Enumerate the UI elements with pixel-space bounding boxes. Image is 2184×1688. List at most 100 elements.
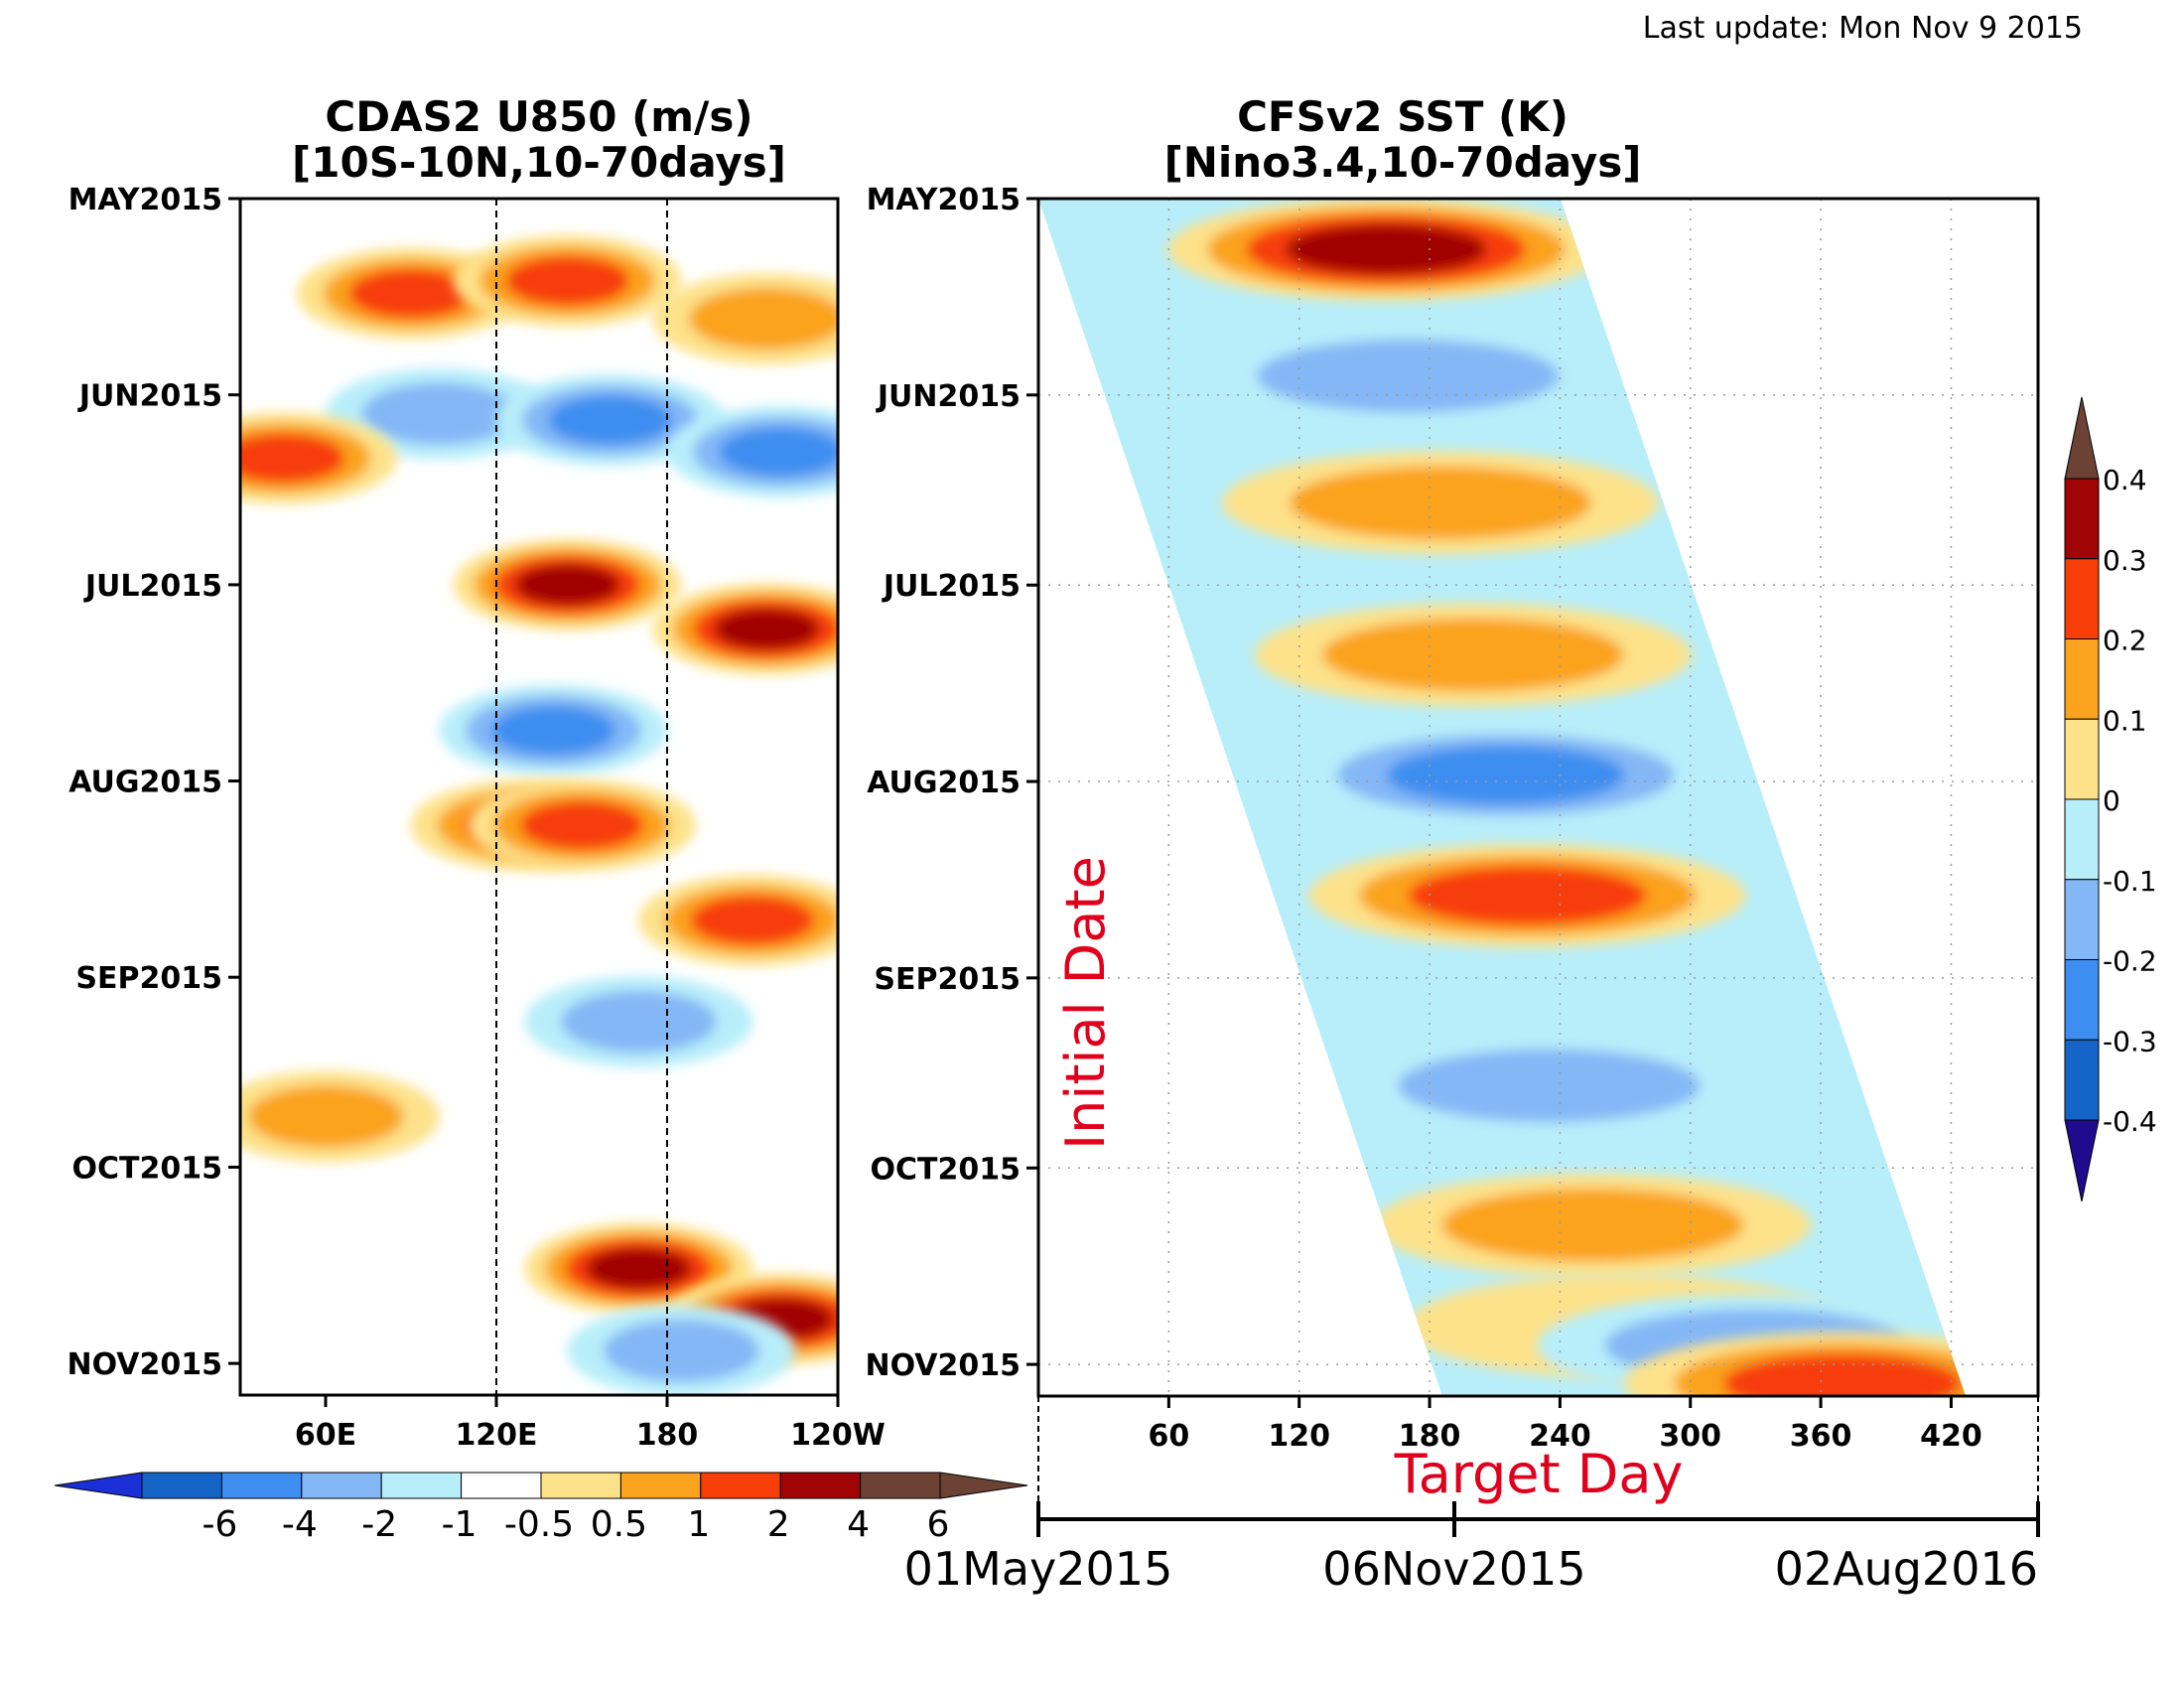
right-colorbar-label-3: 0.1 [2103, 704, 2147, 737]
left-colorbar-box-4 [461, 1472, 542, 1499]
left-subtitle: [10S-10N,10-70days] [292, 138, 786, 187]
left-colorbar-box-5 [540, 1472, 621, 1499]
left-ytick-label-6: NOV2015 [67, 1347, 222, 1382]
sst-anomaly-7 [1374, 1173, 1812, 1277]
left-y-axis: MAY2015 JUN2015 JUL2015 AUG2015 SEP2015 OCT20… [67, 183, 240, 1382]
left-colorbar-label-2: -2 [361, 1504, 397, 1545]
right-xtick-label-0: 60 [1148, 1419, 1189, 1454]
sst-anomaly-10-level-2 [1722, 1353, 1962, 1396]
target-day-label: Target Day [1394, 1443, 1684, 1505]
u850-anomaly-15-level-3 [586, 1247, 692, 1290]
left-xtick-label-0: 60E [295, 1418, 356, 1453]
right-ytick-label-3: AUG2015 [867, 766, 1021, 800]
u850-anomaly-8 [652, 583, 838, 675]
initial-date-label: Initial Date [1054, 856, 1117, 1150]
right-colorbar-label-1: 0.3 [2103, 544, 2147, 577]
right-colorbar-label-2: 0.2 [2103, 625, 2147, 657]
right-ytick-label-6: NOV2015 [865, 1348, 1021, 1383]
u850-anomaly-6-level-2 [240, 433, 345, 484]
left-ytick-label-2: JUL2015 [83, 569, 222, 604]
left-ytick-label-3: AUG2015 [68, 766, 222, 800]
u850-anomaly-12-level-2 [690, 895, 815, 945]
left-colorbar-box-1 [220, 1472, 303, 1499]
right-colorbar-box-1 [2064, 558, 2100, 639]
right-xtick-label-6: 420 [1920, 1419, 1982, 1454]
u850-anomaly-13-level-1 [560, 990, 717, 1054]
right-colorbar: 0.4 0.3 0.2 0.1 0 -0.1 -0.2 -0.3 -0.4 [2064, 396, 2157, 1202]
left-colorbar: -6 -4 -2 -1 -0.5 0.5 1 2 4 6 [54, 1472, 1028, 1545]
left-colorbar-box-2 [301, 1472, 382, 1499]
right-colorbar-box-6 [2064, 959, 2100, 1041]
last-update: Last update: Mon Nov 9 2015 [1643, 11, 2083, 46]
u850-anomaly-9 [439, 684, 668, 776]
right-colorbar-max-arrow [2064, 396, 2100, 480]
left-colorbar-box-8 [779, 1472, 862, 1499]
sst-anomaly-6 [1330, 1034, 1768, 1138]
right-ytick-label-5: OCT2015 [871, 1152, 1021, 1187]
left-colorbar-label-3: -1 [442, 1504, 478, 1545]
u850-anomaly-17-level-1 [603, 1319, 759, 1382]
sst-anomaly-6-level-1 [1398, 1049, 1701, 1123]
left-colorbar-label-5: 0.5 [591, 1504, 647, 1545]
right-colorbar-min-arrow [2064, 1119, 2100, 1202]
left-title: CDAS2 U850 (m/s) [325, 92, 752, 141]
sst-anomaly-1 [1189, 324, 1627, 428]
u850-anomaly-2-level-1 [688, 287, 838, 351]
right-xtick-label-5: 360 [1790, 1419, 1852, 1454]
right-panel: CFSv2 SST (K) [Nino3.4,10-70days] MAY201… [865, 92, 2156, 1596]
right-gridlines [1038, 198, 2038, 1396]
u850-anomaly-13 [524, 975, 753, 1067]
left-colorbar-label-0: -6 [202, 1504, 237, 1545]
right-colorbar-box-3 [2064, 718, 2100, 800]
u850-anomaly-17 [567, 1305, 796, 1395]
left-ytick-label-0: MAY2015 [68, 183, 222, 217]
u850-anomaly-5-level-2 [719, 427, 838, 477]
date-axis-start: 01May2015 [904, 1542, 1173, 1596]
left-panel: CDAS2 U850 (m/s) [10S-10N,10-70days] MAY… [54, 92, 1028, 1545]
u850-anomaly-7 [453, 538, 682, 631]
right-colorbar-label-6: -0.2 [2103, 945, 2157, 978]
right-colorbar-label-8: -0.4 [2103, 1105, 2157, 1138]
right-xtick-label-3: 240 [1529, 1419, 1591, 1454]
right-subtitle: [Nino3.4,10-70days] [1164, 138, 1642, 187]
u850-anomaly-12 [638, 874, 838, 966]
u850-anomaly-11-level-2 [519, 800, 644, 851]
right-y-axis: MAY2015 JUN2015 JUL2015 AUG2015 SEP2015 OCT20… [865, 183, 1038, 1383]
left-colorbar-label-8: 4 [847, 1504, 870, 1545]
u850-anomaly-5 [666, 406, 838, 498]
sst-anomaly-3-level-1 [1321, 618, 1624, 692]
right-xtick-label-1: 120 [1268, 1419, 1330, 1454]
left-colorbar-label-9: 6 [927, 1504, 950, 1545]
left-colorbar-label-6: 1 [687, 1504, 710, 1545]
u850-anomaly-4-level-2 [548, 395, 672, 446]
sst-anomaly-7-level-1 [1441, 1188, 1744, 1262]
left-ytick-label-5: OCT2015 [72, 1151, 222, 1186]
date-axis: 01May2015 06Nov2015 02Aug2016 [904, 1396, 2040, 1596]
sst-anomaly-5 [1308, 843, 1746, 947]
u850-anomaly-9-level-2 [491, 705, 615, 756]
left-x-axis: 60E 120E 180 120W [295, 1395, 886, 1453]
u850-anomaly-14 [240, 1070, 440, 1163]
date-axis-end: 02Aug2016 [1775, 1542, 2038, 1596]
right-colorbar-box-0 [2064, 478, 2100, 560]
right-ytick-label-2: JUL2015 [882, 569, 1021, 604]
left-colorbar-max-arrow [939, 1472, 1028, 1499]
u850-anomaly-6 [240, 412, 397, 504]
right-ytick-label-4: SEP2015 [874, 962, 1021, 997]
sst-anomaly-2 [1221, 451, 1659, 555]
right-colorbar-label-7: -0.3 [2103, 1025, 2157, 1057]
u850-anomaly-3-level-1 [361, 382, 518, 446]
right-xtick-label-4: 300 [1659, 1419, 1721, 1454]
right-colorbar-box-4 [2064, 798, 2100, 881]
right-plot-frame [1036, 197, 2040, 1398]
u850-anomaly-11 [468, 779, 696, 872]
right-ytick-label-0: MAY2015 [867, 183, 1021, 217]
sst-anomaly-4-level-2 [1386, 745, 1625, 805]
left-ytick-label-1: JUN2015 [77, 379, 222, 414]
sst-anomaly-0-level-3 [1286, 223, 1487, 275]
left-xtick-label-3: 120W [790, 1418, 886, 1453]
right-ytick-label-1: JUN2015 [876, 379, 1021, 414]
left-colorbar-label-4: -0.5 [504, 1504, 574, 1545]
left-ytick-label-4: SEP2015 [75, 961, 222, 996]
